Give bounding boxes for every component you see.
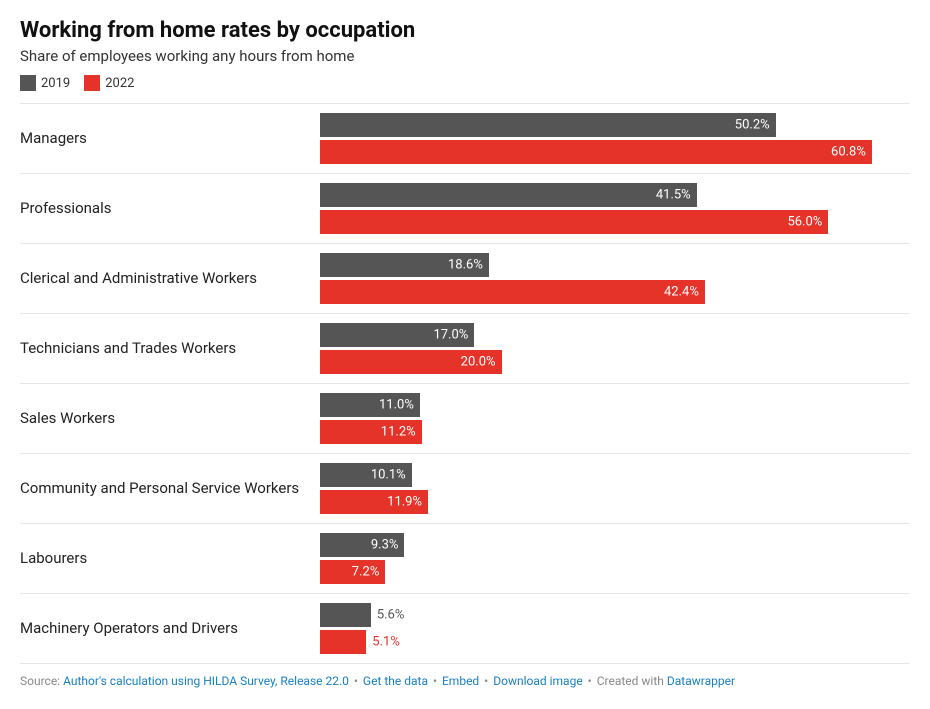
chart-row: Technicians and Trades Workers 17.0% 20.0% <box>20 313 910 383</box>
legend-item: 2019 <box>20 75 70 91</box>
bar-wrap: 7.2% <box>320 560 910 584</box>
legend-swatch <box>84 75 100 91</box>
bar-value-label: 20.0% <box>461 355 496 370</box>
bar <box>320 280 705 304</box>
bar-wrap: 60.8% <box>320 140 910 164</box>
legend-label: 2019 <box>41 76 70 91</box>
bar-group: 11.0% 11.2% <box>320 393 910 444</box>
chart-row: Community and Personal Service Workers10… <box>20 453 910 523</box>
chart-footer: Source: Author's calculation using HILDA… <box>20 674 910 688</box>
footer-separator: • <box>354 674 361 688</box>
chart-row: Professionals 41.5% 56.0% <box>20 173 910 243</box>
bar-wrap: 11.0% <box>320 393 910 417</box>
chart-row: Managers 50.2% 60.8% <box>20 103 910 173</box>
chart-row: Machinery Operators and Drivers 5.6% 5.1% <box>20 593 910 664</box>
source-label: Source: <box>20 674 60 688</box>
bar <box>320 183 697 207</box>
bar-value-label: 11.9% <box>387 495 422 510</box>
legend-swatch <box>20 75 36 91</box>
bar-value-label: 17.0% <box>433 328 468 343</box>
bar-value-label: 5.6% <box>377 608 405 623</box>
bar-group: 5.6% 5.1% <box>320 603 910 654</box>
category-label: Labourers <box>20 549 320 568</box>
bar-wrap: 17.0% <box>320 323 910 347</box>
footer-separator: • <box>588 674 592 688</box>
chart-row: Sales Workers 11.0% 11.2% <box>20 383 910 453</box>
bar-value-label: 11.0% <box>379 398 414 413</box>
bar-wrap: 5.6% <box>320 603 910 627</box>
created-with-label: Created with <box>597 674 664 688</box>
category-label: Clerical and Administrative Workers <box>20 269 320 288</box>
bar-group: 9.3% 7.2% <box>320 533 910 584</box>
bar <box>320 210 828 234</box>
bar-wrap: 9.3% <box>320 533 910 557</box>
created-with-link[interactable]: Datawrapper <box>667 674 735 688</box>
bar-value-label: 56.0% <box>787 215 822 230</box>
footer-link[interactable]: Get the data <box>363 674 428 688</box>
bar-wrap: 11.9% <box>320 490 910 514</box>
bar <box>320 113 776 137</box>
bar <box>320 630 366 654</box>
bar-wrap: 41.5% <box>320 183 910 207</box>
bar-value-label: 11.2% <box>381 425 416 440</box>
bar-value-label: 10.1% <box>371 468 406 483</box>
category-label: Professionals <box>20 199 320 218</box>
bar-group: 41.5% 56.0% <box>320 183 910 234</box>
bar-group: 18.6% 42.4% <box>320 253 910 304</box>
legend: 2019 2022 <box>20 75 910 91</box>
bar-wrap: 18.6% <box>320 253 910 277</box>
bar-wrap: 42.4% <box>320 280 910 304</box>
bar-value-label: 42.4% <box>664 285 699 300</box>
bar-wrap: 11.2% <box>320 420 910 444</box>
bar-wrap: 5.1% <box>320 630 910 654</box>
legend-label: 2022 <box>105 76 134 91</box>
bar-value-label: 60.8% <box>831 145 866 160</box>
bar-value-label: 18.6% <box>448 258 483 273</box>
bar-value-label: 41.5% <box>656 188 691 203</box>
footer-link[interactable]: Embed <box>442 674 479 688</box>
bar-group: 17.0% 20.0% <box>320 323 910 374</box>
bar-value-label: 50.2% <box>735 118 770 133</box>
chart-row: Clerical and Administrative Workers18.6%… <box>20 243 910 313</box>
footer-separator: • <box>430 674 440 688</box>
category-label: Machinery Operators and Drivers <box>20 619 320 638</box>
bar-wrap: 10.1% <box>320 463 910 487</box>
bar-value-label: 7.2% <box>352 565 380 580</box>
category-label: Technicians and Trades Workers <box>20 339 320 358</box>
chart-subtitle: Share of employees working any hours fro… <box>20 47 910 65</box>
bar <box>320 603 371 627</box>
chart-row: Labourers 9.3% 7.2% <box>20 523 910 593</box>
bar-group: 50.2% 60.8% <box>320 113 910 164</box>
bar-value-label: 5.1% <box>372 635 400 650</box>
chart-area: Managers 50.2% 60.8% Professionals 41.5% 56.0… <box>20 103 910 664</box>
footer-link[interactable]: Download image <box>493 674 582 688</box>
footer-separator: • <box>481 674 491 688</box>
category-label: Managers <box>20 129 320 148</box>
chart-title: Working from home rates by occupation <box>20 18 910 43</box>
bar <box>320 140 872 164</box>
category-label: Community and Personal Service Workers <box>20 479 320 498</box>
bar-group: 10.1% 11.9% <box>320 463 910 514</box>
bar-wrap: 20.0% <box>320 350 910 374</box>
bar-wrap: 56.0% <box>320 210 910 234</box>
source-link[interactable]: Author's calculation using HILDA Survey,… <box>63 674 349 688</box>
category-label: Sales Workers <box>20 409 320 428</box>
bar-wrap: 50.2% <box>320 113 910 137</box>
legend-item: 2022 <box>84 75 134 91</box>
bar-value-label: 9.3% <box>371 538 399 553</box>
